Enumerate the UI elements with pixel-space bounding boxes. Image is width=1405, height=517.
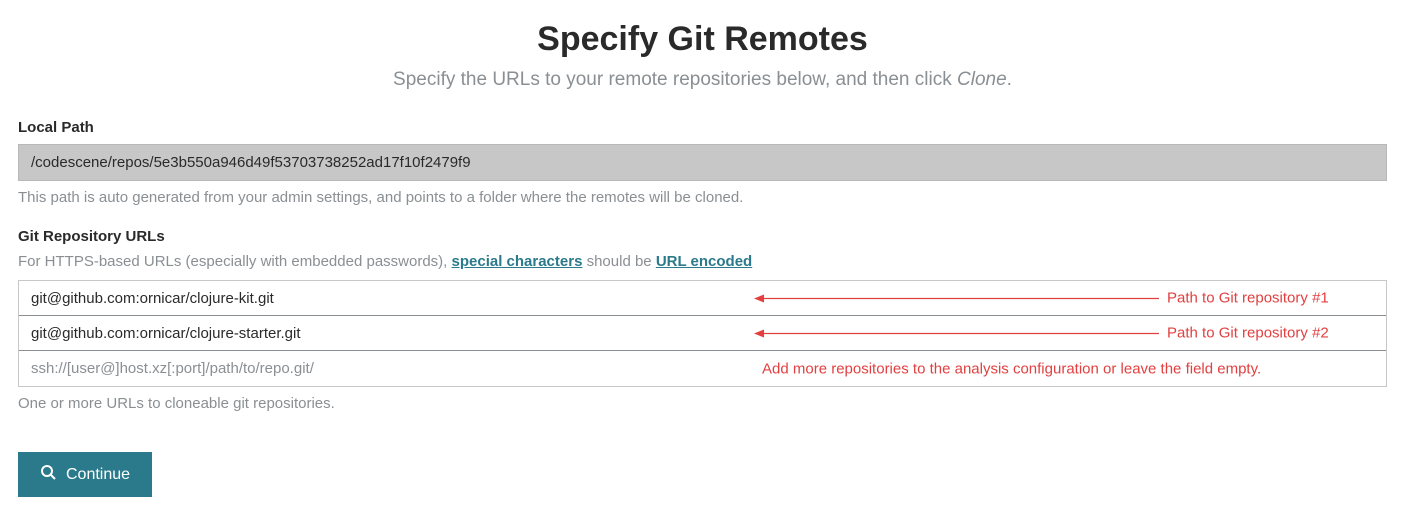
repo-urls-label: Git Repository URLs [18,228,1387,245]
subtitle-action: Clone [957,69,1007,90]
continue-button[interactable]: Continue [18,452,152,497]
local-path-input[interactable] [18,144,1387,181]
subtitle-pre: Specify the URLs to your remote reposito… [393,69,957,90]
page-title: Specify Git Remotes [18,20,1387,59]
url-encoded-link[interactable]: URL encoded [656,253,752,270]
special-chars-link[interactable]: special characters [452,253,583,270]
page-subtitle: Specify the URLs to your remote reposito… [18,69,1387,91]
repo-url-input-2[interactable] [19,318,1386,349]
repo-url-table: Path to Git repository #1 Path to Git re… [18,280,1387,387]
continue-label: Continue [66,466,130,484]
repo-urls-helper: For HTTPS-based URLs (especially with em… [18,253,1387,270]
repo-helper-mid: should be [582,253,655,270]
repo-urls-section: Git Repository URLs For HTTPS-based URLs… [18,228,1387,412]
local-path-label: Local Path [18,119,1387,136]
search-icon [40,464,56,485]
local-path-section: Local Path This path is auto generated f… [18,119,1387,206]
repo-url-input-1[interactable] [19,283,1386,314]
repo-urls-footer: One or more URLs to cloneable git reposi… [18,395,1387,412]
subtitle-post: . [1007,69,1012,90]
local-path-helper: This path is auto generated from your ad… [18,189,1387,206]
repo-helper-pre: For HTTPS-based URLs (especially with em… [18,253,452,270]
repo-row: Path to Git repository #2 [19,316,1386,351]
repo-url-input-3[interactable] [19,353,1386,384]
repo-row: Add more repositories to the analysis co… [19,351,1386,386]
repo-row: Path to Git repository #1 [19,281,1386,316]
